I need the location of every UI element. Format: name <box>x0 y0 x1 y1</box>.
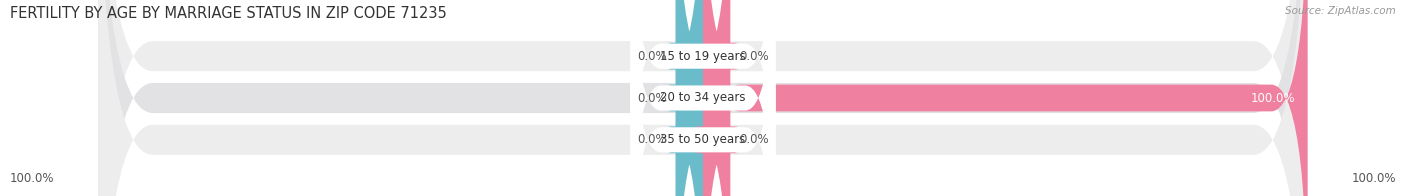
Text: Source: ZipAtlas.com: Source: ZipAtlas.com <box>1285 6 1396 16</box>
Text: 0.0%: 0.0% <box>637 133 666 146</box>
FancyBboxPatch shape <box>666 0 711 196</box>
FancyBboxPatch shape <box>98 0 1308 196</box>
FancyBboxPatch shape <box>703 0 1308 196</box>
FancyBboxPatch shape <box>98 0 1308 196</box>
Text: 0.0%: 0.0% <box>637 92 666 104</box>
FancyBboxPatch shape <box>695 0 740 196</box>
FancyBboxPatch shape <box>630 0 776 196</box>
FancyBboxPatch shape <box>98 0 1308 196</box>
Text: 100.0%: 100.0% <box>1251 92 1295 104</box>
Text: 20 to 34 years: 20 to 34 years <box>661 92 745 104</box>
Text: 35 to 50 years: 35 to 50 years <box>661 133 745 146</box>
Text: 0.0%: 0.0% <box>740 133 769 146</box>
Text: 100.0%: 100.0% <box>10 172 55 185</box>
FancyBboxPatch shape <box>695 0 740 196</box>
Text: 0.0%: 0.0% <box>637 50 666 63</box>
FancyBboxPatch shape <box>666 0 711 196</box>
Text: FERTILITY BY AGE BY MARRIAGE STATUS IN ZIP CODE 71235: FERTILITY BY AGE BY MARRIAGE STATUS IN Z… <box>10 6 447 21</box>
Text: 0.0%: 0.0% <box>740 50 769 63</box>
FancyBboxPatch shape <box>630 0 776 196</box>
FancyBboxPatch shape <box>630 0 776 196</box>
Text: 100.0%: 100.0% <box>1351 172 1396 185</box>
FancyBboxPatch shape <box>666 0 711 196</box>
Text: 15 to 19 years: 15 to 19 years <box>661 50 745 63</box>
